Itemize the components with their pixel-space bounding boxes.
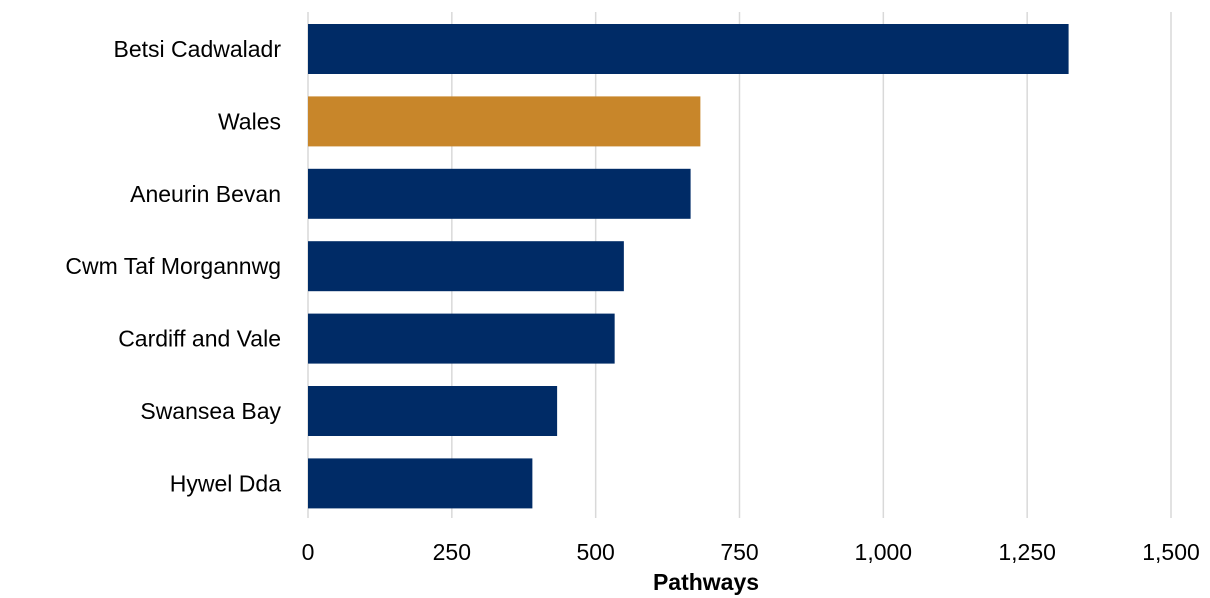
category-labels: Betsi Cadwaladr Wales Aneurin Bevan Cwm Taf… (65, 36, 281, 496)
category-label: Swansea Bay (140, 398, 281, 424)
bar-wales (308, 96, 701, 147)
category-label: Cwm Taf Morgannwg (65, 253, 281, 279)
x-tick-label: 250 (433, 539, 471, 565)
bars (308, 24, 1069, 509)
x-tick-label: 500 (576, 539, 614, 565)
category-label: Cardiff and Vale (118, 326, 281, 352)
bar-betsi-cadwaladr (308, 24, 1069, 74)
bar-cardiff-and-vale (308, 313, 615, 364)
bar-aneurin-bevan (308, 168, 691, 219)
x-tick-label: 750 (720, 539, 758, 565)
x-axis-title: Pathways (653, 569, 759, 595)
bar-swansea-bay (308, 386, 558, 436)
category-label: Betsi Cadwaladr (114, 36, 282, 62)
category-label: Wales (218, 108, 281, 134)
x-tick-label: 1,250 (998, 539, 1056, 565)
x-axis-tick-labels: 0 250 500 750 1,000 1,250 1,500 (302, 539, 1200, 565)
x-tick-label: 0 (302, 539, 315, 565)
x-tick-label: 1,000 (855, 539, 913, 565)
category-label: Aneurin Bevan (130, 181, 281, 207)
bar-cwm-taf-morgannwg (308, 241, 624, 292)
x-tick-label: 1,500 (1142, 539, 1200, 565)
bar-hywel-dda (308, 458, 533, 509)
category-label: Hywel Dda (170, 470, 281, 496)
